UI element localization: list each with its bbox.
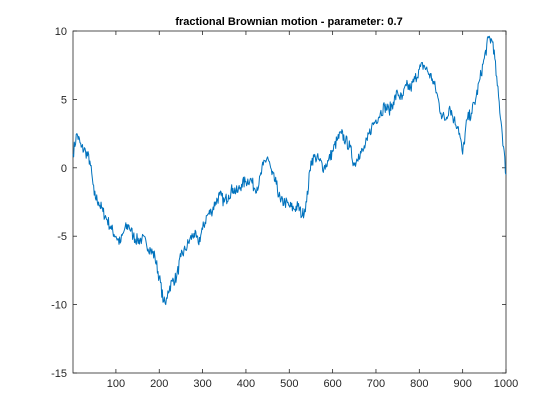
- x-tick-label: 500: [280, 378, 298, 390]
- x-tick-label: 1000: [494, 378, 518, 390]
- y-tick-label: 10: [55, 26, 67, 38]
- x-tick-label: 800: [410, 378, 428, 390]
- chart-title: fractional Brownian motion - parameter: …: [175, 16, 402, 28]
- x-tick-label: 200: [150, 378, 168, 390]
- x-tick-label: 700: [367, 378, 385, 390]
- y-tick-label: -5: [57, 231, 67, 243]
- x-tick-label: 100: [107, 378, 125, 390]
- x-tick-label: 900: [453, 378, 471, 390]
- y-tick-label: 0: [61, 163, 67, 175]
- y-tick-label: 5: [61, 94, 67, 106]
- tick-layer: [73, 30, 507, 374]
- tick-label-layer: 100 200 300 400 500 600 700 800 900 1000 -15 -10 -5 0…: [51, 26, 518, 390]
- axes-box: [72, 30, 507, 374]
- x-tick-label: 300: [193, 378, 211, 390]
- x-tick-label: 600: [323, 378, 341, 390]
- y-tick-label: -10: [51, 300, 67, 312]
- x-tick-label: 400: [237, 378, 255, 390]
- series-line: [72, 35, 507, 306]
- y-tick-label: -15: [51, 368, 67, 380]
